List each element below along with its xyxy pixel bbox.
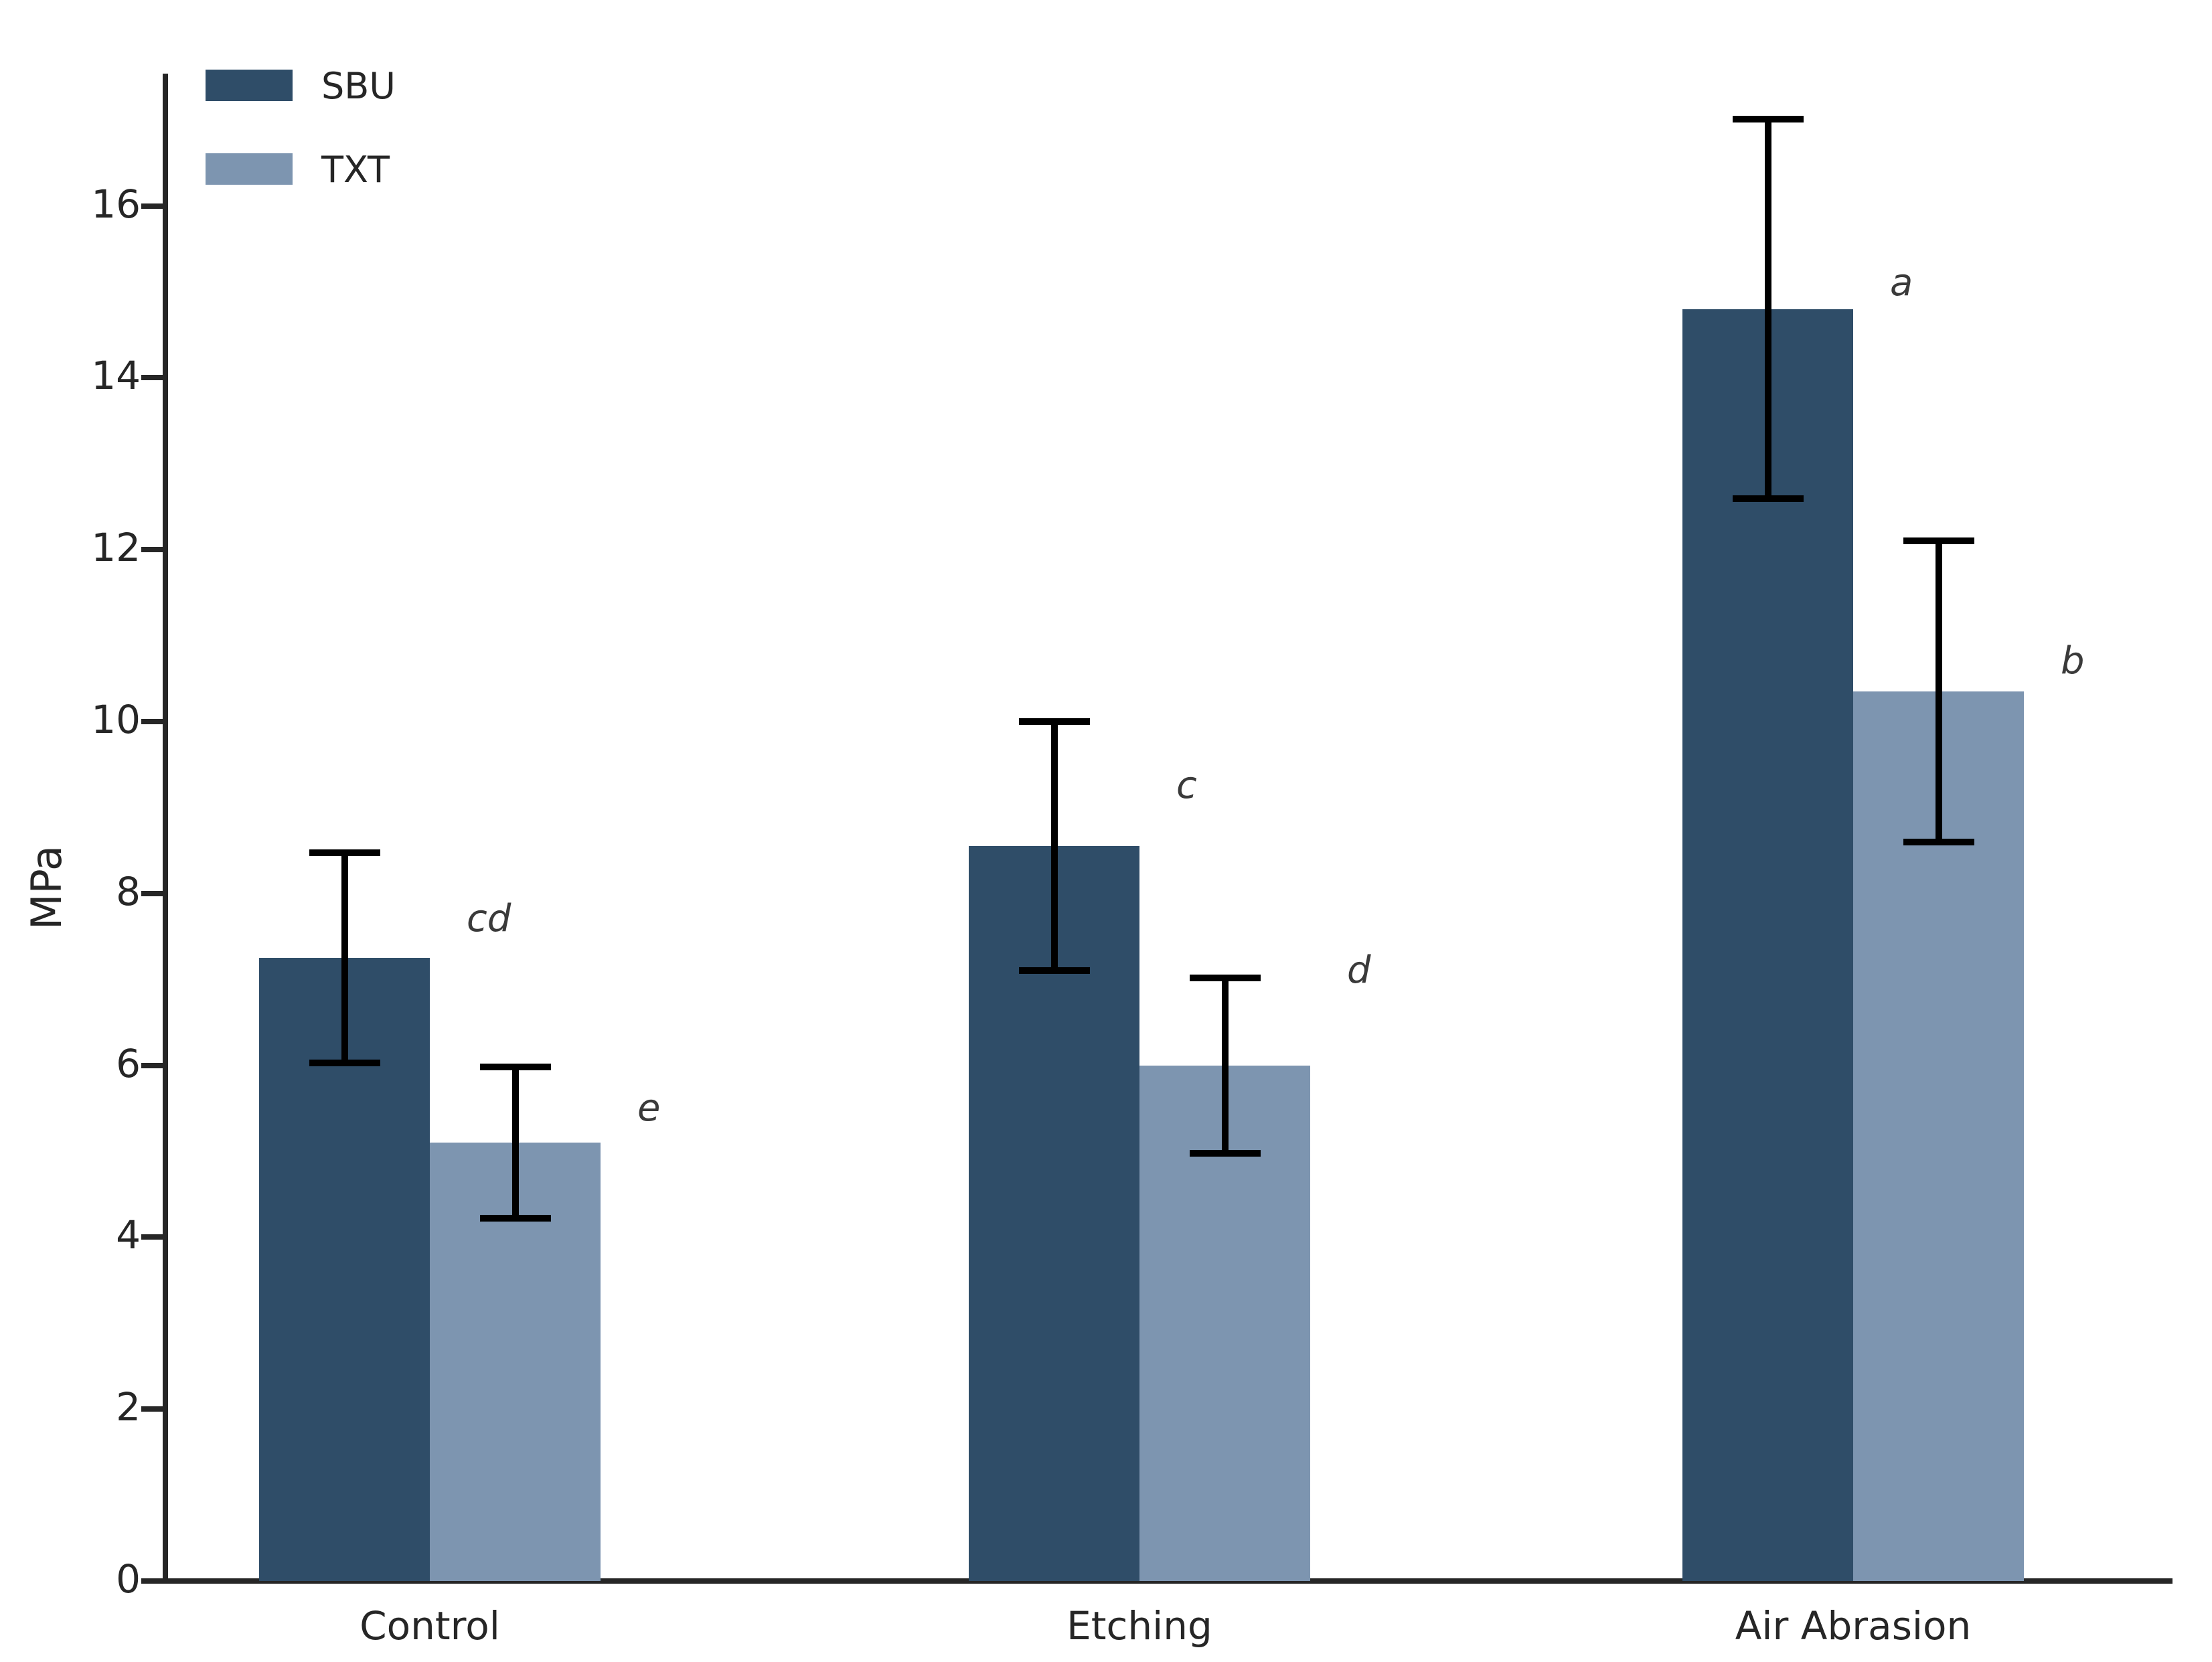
- error-bar-cap-top: [1903, 537, 1974, 545]
- x-tick-label: Control: [360, 1603, 500, 1649]
- error-bar-cap-bottom: [479, 1215, 551, 1222]
- significance-letter-d: d: [1347, 948, 1371, 993]
- y-tick-label: 14: [91, 353, 141, 399]
- significance-letter-c: c: [1176, 764, 1197, 808]
- significance-letter-a: a: [1890, 261, 1913, 305]
- error-bar-line: [511, 1067, 519, 1219]
- y-tick-label: 8: [116, 868, 141, 914]
- significance-letter-cd: cd: [467, 897, 511, 941]
- y-axis-tick: [141, 375, 165, 381]
- y-tick-label: 12: [91, 525, 141, 571]
- y-axis-tick: [141, 547, 165, 553]
- error-bar-cap-top: [1189, 974, 1261, 981]
- error-bar-line: [1050, 722, 1058, 971]
- error-bar-line: [1221, 977, 1229, 1153]
- y-axis-line: [163, 74, 168, 1584]
- y-axis-tick: [141, 1062, 165, 1068]
- error-bar-cap-top: [479, 1064, 551, 1071]
- y-axis-tick: [141, 1234, 165, 1240]
- y-tick-label: 16: [91, 181, 141, 227]
- y-tick-label: 6: [116, 1040, 141, 1086]
- significance-letter-e: e: [637, 1086, 661, 1130]
- y-tick-label: 4: [116, 1212, 141, 1258]
- error-bar-cap-bottom: [1903, 838, 1974, 845]
- significance-letter-b: b: [2061, 639, 2085, 683]
- error-bar-cap-top: [1018, 718, 1090, 725]
- bar-sbu-air-abrasion: [1682, 309, 1853, 1581]
- y-tick-label: 10: [91, 697, 141, 742]
- y-axis-tick: [141, 890, 165, 896]
- error-bar-cap-top: [1732, 115, 1804, 122]
- legend-label-sbu: SBU: [321, 64, 396, 107]
- y-tick-label: 0: [116, 1556, 141, 1602]
- x-axis-line: [163, 1578, 2172, 1584]
- error-bar-line: [1764, 118, 1771, 499]
- legend-swatch-sbu: [206, 70, 293, 101]
- error-bar-cap-bottom: [309, 1059, 380, 1066]
- error-bar-line: [1935, 541, 1942, 842]
- x-tick-label: Etching: [1066, 1603, 1212, 1649]
- y-axis-tick: [141, 1406, 165, 1412]
- error-bar-cap-bottom: [1732, 495, 1804, 503]
- legend-label-txt: TXT: [321, 148, 390, 191]
- y-tick-label: 2: [116, 1384, 141, 1430]
- x-tick-label: Air Abrasion: [1735, 1603, 1972, 1649]
- error-bar-cap-top: [309, 849, 380, 857]
- y-axis-tick: [141, 203, 165, 209]
- y-axis-tick: [141, 1578, 165, 1584]
- error-bar-cap-bottom: [1189, 1149, 1261, 1157]
- legend-swatch-txt: [206, 153, 293, 185]
- y-axis-tick: [141, 719, 165, 724]
- error-bar-cap-bottom: [1018, 967, 1090, 975]
- error-bar-line: [341, 853, 348, 1063]
